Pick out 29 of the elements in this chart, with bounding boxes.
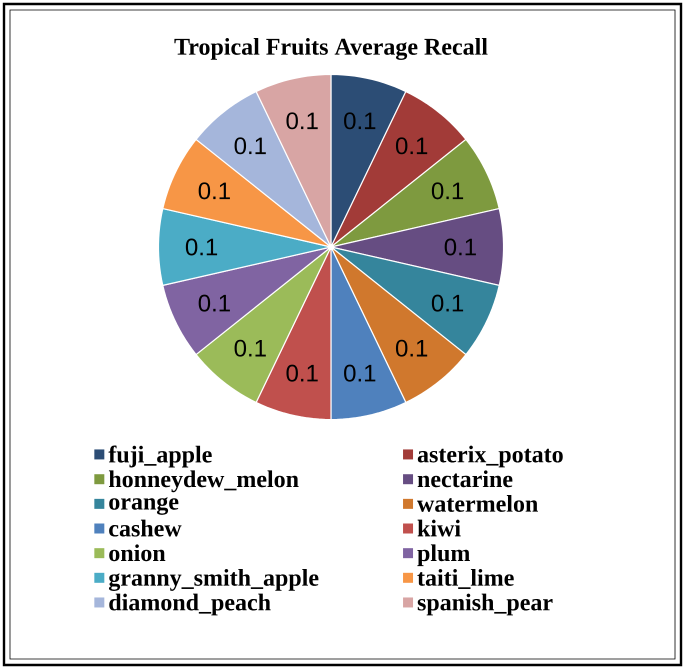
legend-label: watermelon [417,495,538,512]
legend-label: cashew [109,520,182,537]
legend-label: taiti_lime [417,568,514,589]
legend-label: kiwi [418,520,461,537]
data-label: 0.1 [432,294,464,312]
data-label: 0.1 [286,112,318,130]
data-label: 0.1 [286,364,318,382]
data-label: 0.1 [234,137,266,154]
data-label: 0.1 [344,364,376,382]
legend-label: granny_smith_apple [108,568,318,591]
data-label: 0.1 [344,112,376,130]
legend-label: orange [109,497,178,515]
legend-label: onion [109,544,166,562]
data-label: 0.1 [396,137,428,154]
legend-label: nectarine [418,470,512,488]
legend-label: honneydew_melon [108,470,299,492]
legend-label: plum [417,544,470,566]
data-label: 0.1 [198,182,230,200]
data-label: 0.1 [432,182,464,200]
data-label: 0.1 [186,238,218,256]
data-label: 0.1 [234,340,266,357]
legend-label: fuji_apple [108,445,212,468]
chart-title: Tropical Fruits Average Recall [174,38,488,60]
data-label: 0.1 [198,294,230,312]
legend-label: spanish_pear [418,594,553,616]
data-label: 0.1 [396,340,428,357]
data-label: 0.1 [444,238,476,256]
legend-label: asterix_potato [418,446,563,468]
legend-label: diamond_peach [109,594,271,616]
